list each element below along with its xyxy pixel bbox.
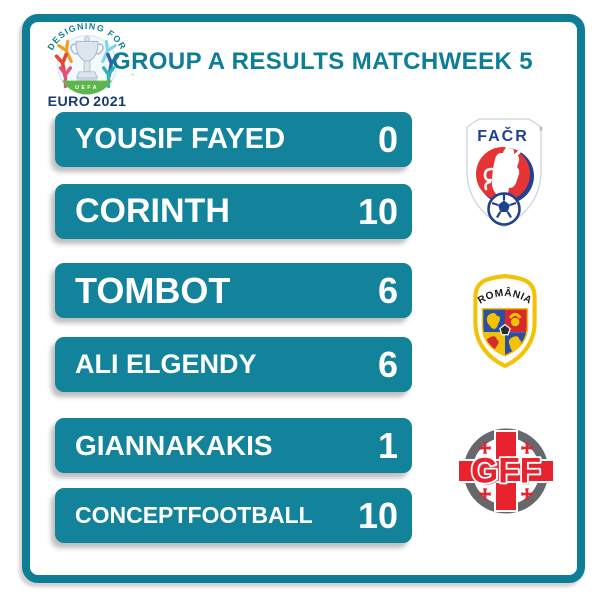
trophy-icon (70, 36, 104, 82)
facr-lion-icon (483, 144, 521, 200)
euro-wordmark: EURO 2021 (48, 94, 127, 110)
team-name: CORINTH (75, 192, 230, 230)
romania-inner-outline (481, 307, 529, 357)
team-name: CONCEPTFOOTBALL (75, 502, 313, 528)
team-name: GIANNAKAKIS (75, 429, 273, 461)
result-row: YOUSIF FAYED 0 (55, 112, 412, 167)
team-score: 10 (357, 190, 398, 232)
romania-badge-icon: ROMÂNIA (473, 274, 537, 368)
poster-border-frame (22, 14, 585, 583)
result-row: ALI ELGENDY 6 (55, 337, 412, 392)
result-row: TOMBOT 6 (55, 263, 412, 318)
gff-badge-icon: GFF GFF (457, 428, 555, 514)
page-title: GROUP A RESULTS MATCHWEEK 5 (112, 48, 534, 75)
gff-label-shadow: GFF (473, 454, 543, 493)
romania-aurochs-head (510, 317, 520, 327)
romania-aurochs-horns (508, 312, 522, 319)
trademark-symbol: ™ (130, 73, 134, 78)
gff-bolnisi-crosses (479, 442, 533, 500)
team-score: 6 (377, 269, 398, 311)
gff-cross-horizontal (457, 459, 555, 483)
team-score: 0 (377, 118, 398, 160)
romania-quarters (482, 308, 528, 356)
euro-2021-logo: DESIGNING FOR UEFA ™ EURO 2021 (45, 21, 134, 110)
result-row: GIANNAKAKIS 1 (55, 418, 412, 473)
team-name: TOMBOT (75, 269, 231, 311)
facr-football-icon (487, 192, 521, 226)
facr-registered-mark: ® (539, 126, 543, 133)
romania-label: ROMÂNIA (476, 286, 534, 307)
team-score: 10 (357, 494, 398, 536)
team-score: 1 (377, 424, 398, 466)
gff-label: GFF (471, 452, 541, 491)
romania-eagle (486, 313, 501, 329)
team-score: 6 (377, 343, 398, 385)
team-name: ALI ELGENDY (75, 349, 257, 379)
facr-badge-icon: FAČR ® (466, 118, 543, 228)
facr-label: FAČR (477, 126, 529, 145)
uefa-text: UEFA (75, 85, 99, 91)
result-row: CORINTH 10 (55, 184, 412, 239)
result-row: CONCEPTFOOTBALL 10 (55, 488, 412, 543)
team-name: YOUSIF FAYED (75, 123, 286, 155)
romania-football-pentagon (499, 323, 511, 336)
